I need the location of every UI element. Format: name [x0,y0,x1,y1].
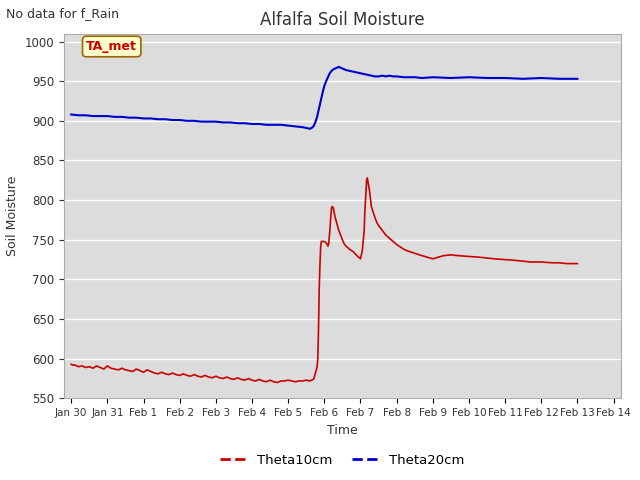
X-axis label: Time: Time [327,424,358,437]
Y-axis label: Soil Moisture: Soil Moisture [6,176,19,256]
Title: Alfalfa Soil Moisture: Alfalfa Soil Moisture [260,11,425,29]
Legend: Theta10cm, Theta20cm: Theta10cm, Theta20cm [215,448,470,472]
Text: TA_met: TA_met [86,40,137,53]
Text: No data for f_Rain: No data for f_Rain [6,7,120,20]
